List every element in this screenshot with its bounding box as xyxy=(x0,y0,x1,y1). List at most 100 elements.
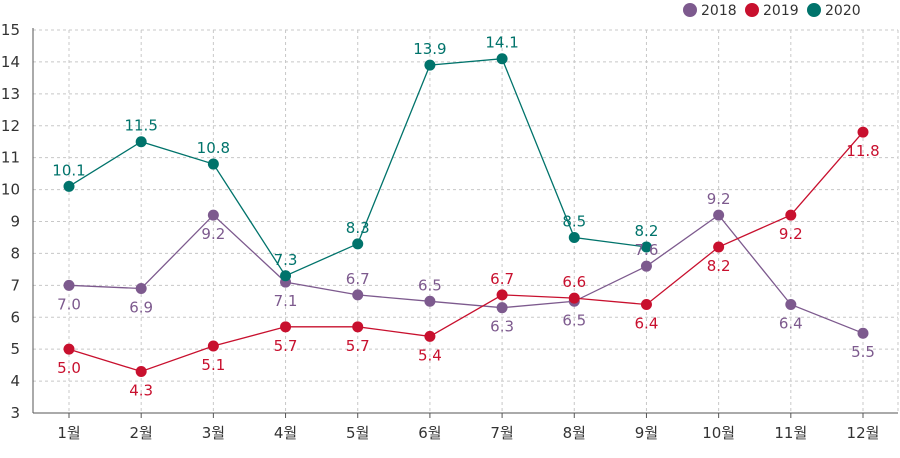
y-tick-label: 10 xyxy=(1,181,20,199)
y-tick-label: 8 xyxy=(10,244,20,262)
legend-label-2019: 2019 xyxy=(763,3,799,19)
x-tick-label: 9월 xyxy=(635,424,658,442)
data-label-2020: 8.5 xyxy=(562,212,586,230)
x-tick-label: 8월 xyxy=(563,424,586,442)
data-label-2019: 6.7 xyxy=(490,270,514,288)
data-label-2018: 6.3 xyxy=(490,318,514,336)
series-line-2019 xyxy=(68,131,864,373)
data-label-2019: 9.2 xyxy=(779,225,803,243)
data-label-2018: 6.4 xyxy=(779,314,803,332)
data-label-2018: 6.5 xyxy=(562,311,586,329)
series-line-2018 xyxy=(68,214,864,334)
legend-label-2018: 2018 xyxy=(701,3,737,19)
x-tick-label: 12월 xyxy=(847,424,880,442)
y-tick-label: 12 xyxy=(1,117,20,135)
y-tick-label: 3 xyxy=(10,404,20,422)
data-label-2020: 8.2 xyxy=(635,222,659,240)
x-tick-label: 11월 xyxy=(774,424,807,442)
data-label-2020: 8.3 xyxy=(346,219,370,237)
data-point-2019 xyxy=(640,298,652,310)
data-point-2018 xyxy=(496,302,508,314)
data-point-2019 xyxy=(280,321,292,333)
data-label-2018: 5.5 xyxy=(851,343,875,361)
data-label-2020: 14.1 xyxy=(485,34,518,52)
y-tick-label: 11 xyxy=(1,149,20,167)
data-point-2020 xyxy=(63,180,75,192)
axes: 3 4 5 6 7 8 9 10 11 12 13 14 15 1월 2월 3월 4월 5월 6월 7월 8월 9월 10월… xyxy=(1,21,898,442)
data-point-2020 xyxy=(135,136,147,148)
data-label-2019: 6.4 xyxy=(635,314,659,332)
data-point-2018 xyxy=(857,327,869,339)
legend: 2018 2019 2020 xyxy=(683,3,861,19)
data-label-2019: 5.7 xyxy=(274,337,298,355)
legend-marker-2018 xyxy=(683,3,697,17)
data-label-2019: 8.2 xyxy=(707,257,731,275)
y-tick-label: 9 xyxy=(10,213,20,231)
data-point-2018 xyxy=(424,295,436,307)
x-tick-label: 2월 xyxy=(130,424,153,442)
data-label-2019: 4.3 xyxy=(129,382,153,400)
data-label-2020: 7.3 xyxy=(274,251,298,269)
x-tick-label: 3월 xyxy=(202,424,225,442)
y-tick-label: 6 xyxy=(10,308,20,326)
data-label-2018: 7.0 xyxy=(57,295,81,313)
data-label-2019: 11.8 xyxy=(846,142,879,160)
data-point-2020 xyxy=(352,238,364,250)
data-point-2020 xyxy=(207,158,219,170)
data-label-2019: 5.0 xyxy=(57,359,81,377)
x-tick-label: 5월 xyxy=(346,424,369,442)
y-tick-label: 4 xyxy=(10,372,20,390)
data-point-2018 xyxy=(135,283,147,295)
data-point-2020 xyxy=(640,241,652,253)
data-label-2020: 10.8 xyxy=(197,139,230,157)
data-point-2018 xyxy=(785,298,797,310)
data-label-2019: 5.1 xyxy=(201,356,225,374)
x-tick-label: 10월 xyxy=(702,424,735,442)
legend-marker-2020 xyxy=(807,3,821,17)
data-point-2020 xyxy=(496,53,508,65)
data-label-2018: 7.1 xyxy=(274,292,298,310)
data-point-2020 xyxy=(424,59,436,71)
y-tick-label: 14 xyxy=(1,53,20,71)
data-label-2018: 9.2 xyxy=(707,190,731,208)
series-layer xyxy=(63,53,869,378)
x-tick-label: 1월 xyxy=(57,424,80,442)
data-point-2019 xyxy=(352,321,364,333)
data-label-2019: 6.6 xyxy=(562,273,586,291)
data-label-2018: 6.5 xyxy=(418,276,442,294)
data-point-2019 xyxy=(207,340,219,352)
y-tick-label: 7 xyxy=(10,276,20,294)
data-point-2019 xyxy=(857,126,869,138)
x-tick-label: 6월 xyxy=(418,424,441,442)
data-label-2020: 10.1 xyxy=(52,161,85,179)
data-point-2019 xyxy=(424,330,436,342)
data-label-2019: 5.7 xyxy=(346,337,370,355)
data-point-2019 xyxy=(568,292,580,304)
y-tick-label: 13 xyxy=(1,85,20,103)
legend-marker-2019 xyxy=(745,3,759,17)
grid xyxy=(33,29,899,413)
data-point-2018 xyxy=(640,260,652,272)
data-label-2018: 7.6 xyxy=(635,241,659,259)
data-label-2018: 6.9 xyxy=(129,299,153,317)
data-label-2018: 9.2 xyxy=(201,225,225,243)
data-point-2019 xyxy=(63,343,75,355)
data-point-2019 xyxy=(496,289,508,301)
data-labels: 7.0 6.9 9.2 7.1 6.7 6.5 6.3 6.5 7.6 9.2 6.4 5.5 5.0 4… xyxy=(52,34,879,400)
data-point-2020 xyxy=(568,231,580,243)
data-label-2020: 11.5 xyxy=(124,117,157,135)
data-label-2020: 13.9 xyxy=(413,40,446,58)
data-point-2018 xyxy=(713,209,725,221)
data-point-2018 xyxy=(63,279,75,291)
data-label-2018: 6.7 xyxy=(346,270,370,288)
data-point-2019 xyxy=(713,241,725,253)
data-point-2020 xyxy=(280,270,292,282)
data-point-2019 xyxy=(135,366,147,378)
x-tick-label: 7월 xyxy=(490,424,513,442)
legend-label-2020: 2020 xyxy=(825,3,861,19)
y-tick-label: 15 xyxy=(1,21,20,39)
data-point-2018 xyxy=(352,289,364,301)
x-tick-label: 4월 xyxy=(274,424,297,442)
